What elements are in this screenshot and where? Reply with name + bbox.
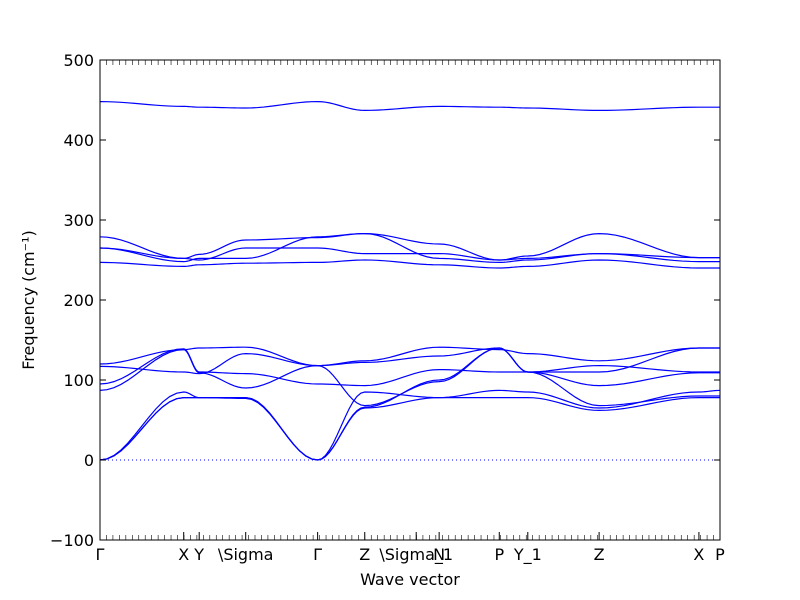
x-tick-label: Y (193, 545, 204, 564)
x-tick-label: Z (594, 545, 605, 564)
y-tick-label: 0 (84, 451, 94, 470)
x-tick-label: \Sigma_1 (379, 545, 453, 565)
x-tick-label: Y_1 (513, 545, 542, 565)
x-tick-label: \Sigma (218, 545, 274, 564)
x-tick-label: N (433, 545, 445, 564)
band-line-2 (99, 232, 720, 261)
series-layer (99, 100, 721, 461)
x-tick-label: Z (359, 545, 370, 564)
y-axis-label: Frequency (cm⁻¹) (19, 230, 38, 369)
band-line-4 (99, 232, 720, 264)
y-tick-label: 300 (63, 211, 94, 230)
y-tick-label: −100 (50, 531, 94, 550)
x-tick-label: P (715, 545, 725, 564)
plot-frame (99, 59, 721, 541)
y-tick-label: 200 (63, 291, 94, 310)
y-tick-label: 500 (63, 51, 94, 70)
band-line-1 (99, 100, 720, 112)
x-tick-label: X (693, 545, 704, 564)
band-line-7 (99, 347, 720, 375)
band-line-5 (99, 259, 720, 269)
x-tick-label: P (494, 545, 504, 564)
x-axis-label: Wave vector (360, 570, 460, 589)
x-tick-label: Γ (96, 545, 105, 564)
band-line-12 (99, 347, 720, 461)
y-tick-label: 100 (63, 371, 94, 390)
x-tick-label: Γ (313, 545, 322, 564)
y-tick-label: 400 (63, 131, 94, 150)
x-tick-label: X (178, 545, 189, 564)
band-line-6 (99, 346, 720, 367)
